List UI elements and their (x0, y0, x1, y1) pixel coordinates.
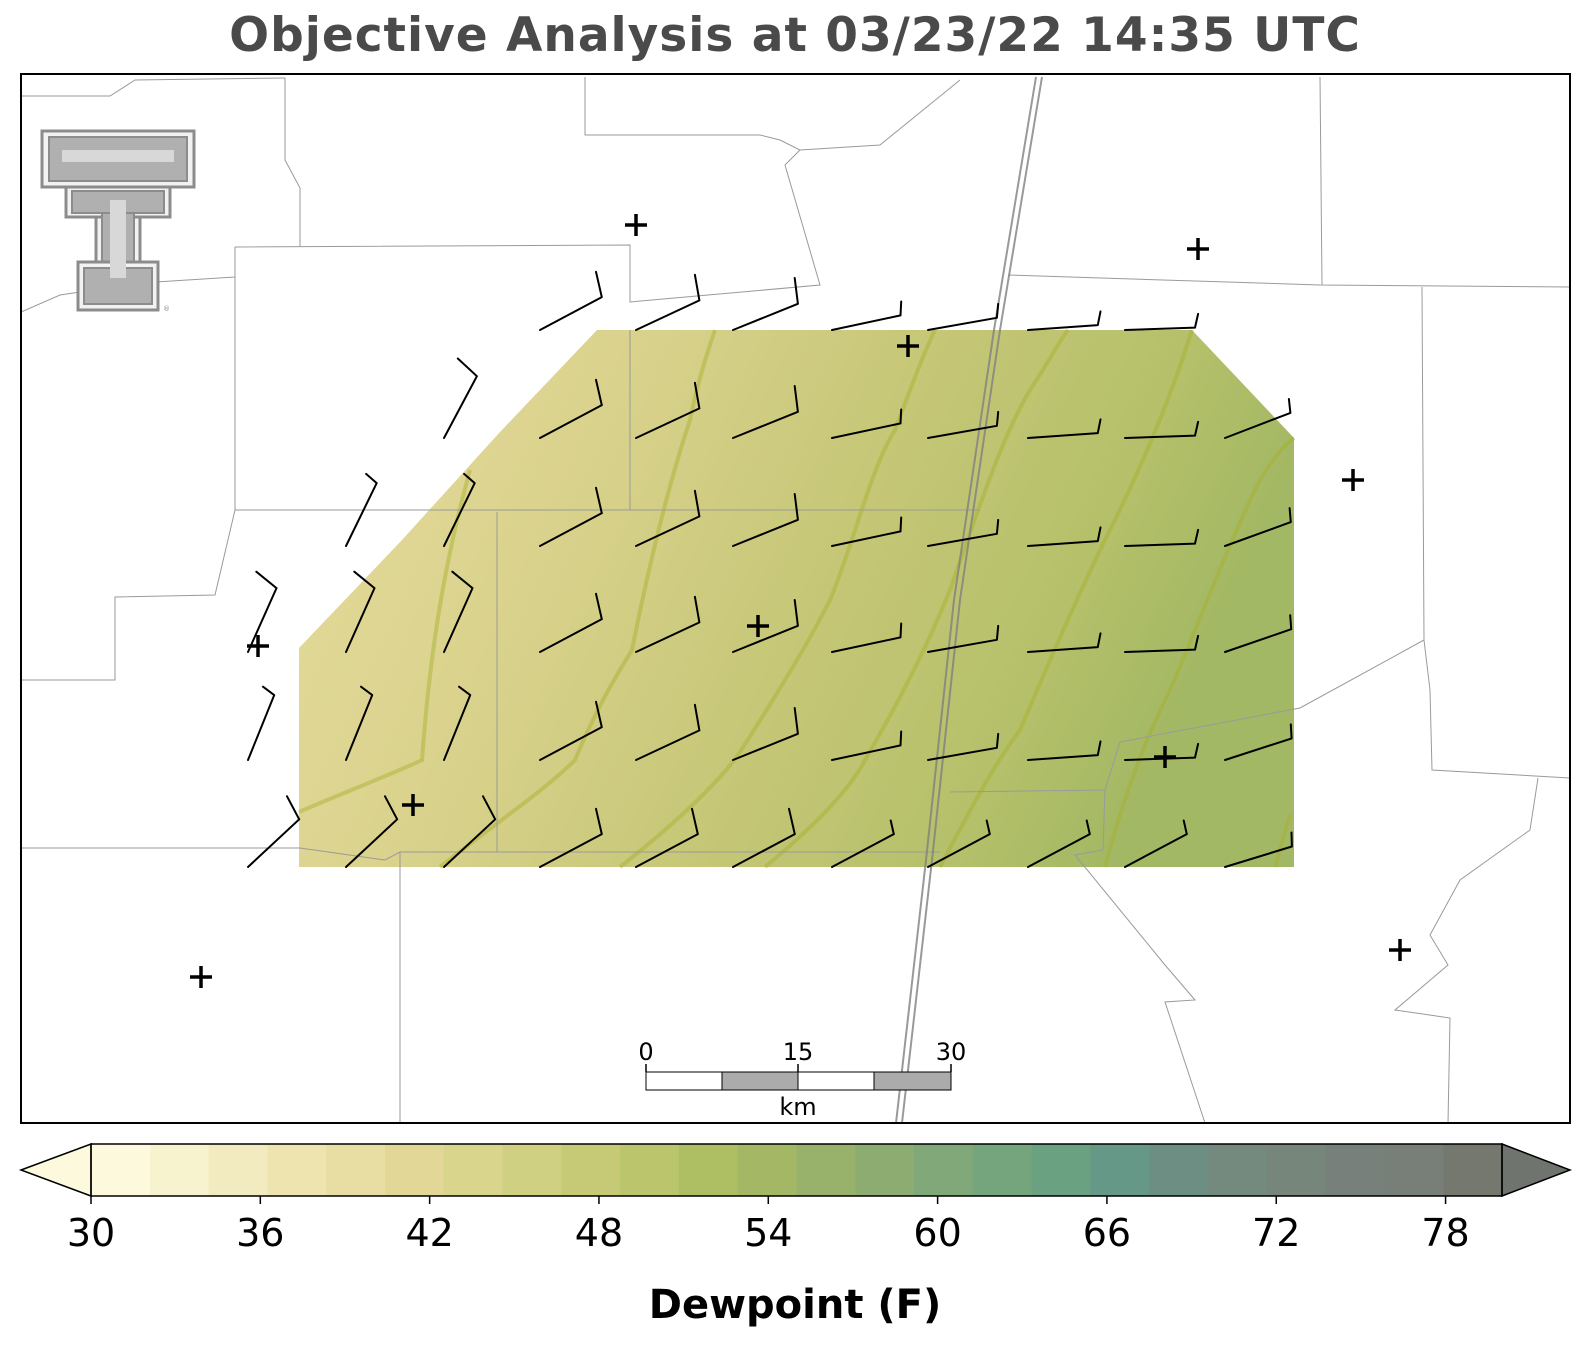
wind-barb-icon (539, 378, 603, 439)
texas-tech-double-t-logo-icon: ® (40, 129, 196, 313)
wind-barb-icon (1124, 420, 1200, 439)
wind-barb-icon (927, 624, 1000, 653)
plus-icon (897, 335, 919, 357)
wind-barb-icon (1027, 632, 1102, 653)
wind-barb-icon (1124, 819, 1188, 868)
plus-icon (747, 615, 769, 637)
wind-barb-icon (635, 489, 701, 547)
wind-barb-icon (247, 570, 278, 653)
wind-barb-icon (1124, 634, 1200, 653)
wind-barb-icon (927, 819, 991, 868)
plus-icon (1187, 238, 1209, 260)
wind-barb-icon (732, 599, 799, 653)
wind-barb-icon (247, 685, 276, 761)
wind-barb-icon (831, 819, 895, 868)
dewpoint-contours (298, 328, 1296, 869)
wind-barb-icon (732, 707, 799, 761)
plus-icon (625, 214, 647, 236)
wind-barb-icon (1224, 398, 1292, 439)
wind-barb-icon (539, 807, 603, 868)
wind-barb-icon (831, 300, 903, 331)
scale-unit: km (779, 1093, 816, 1121)
wind-barb-icon (1224, 614, 1293, 653)
scale-bar: 0 15 30 km (638, 1038, 966, 1121)
wind-barb-icon (732, 277, 799, 331)
wind-barb-icon (345, 472, 378, 547)
wind-barb-icon (443, 795, 497, 868)
wind-barb-icon (443, 357, 478, 439)
plus-icon (1154, 746, 1176, 768)
wind-barb-icon (345, 685, 374, 761)
plus-icon (402, 794, 424, 816)
wind-barb-icon (443, 472, 476, 547)
wind-barb-icon (831, 622, 903, 653)
map-title: Objective Analysis at 03/23/22 14:35 UTC (229, 8, 1361, 63)
station-markers (190, 214, 1411, 988)
highway (895, 76, 1043, 1123)
wind-barb-icon (1027, 526, 1102, 547)
wind-barb-icon (635, 703, 701, 761)
scale-label-15: 15 (783, 1038, 814, 1066)
wind-barb-icon (1124, 312, 1200, 331)
wind-barb-icon (1224, 507, 1292, 547)
wind-barb-icon (539, 592, 603, 653)
plus-icon (1342, 469, 1364, 491)
wind-barb-icon (732, 807, 796, 868)
map-frame (20, 73, 1571, 1124)
wind-barb-icon (732, 385, 799, 439)
wind-barb-icon (539, 270, 603, 331)
plus-icon (1389, 939, 1411, 961)
wind-barb-icon (831, 516, 903, 547)
wind-barb-icon (635, 381, 701, 439)
wind-barb-icon (831, 730, 903, 761)
wind-barb-icon (927, 518, 1000, 547)
wind-barb-icon (443, 570, 474, 653)
scale-label-0: 0 (638, 1038, 653, 1066)
plus-icon (190, 966, 212, 988)
wind-barb-icon (635, 595, 701, 653)
wind-barb-icon (1027, 310, 1102, 331)
wind-barb-icon (635, 273, 701, 331)
scale-label-30: 30 (936, 1038, 967, 1066)
wind-barb-icon (927, 410, 1000, 439)
wind-barb-icon (1027, 740, 1102, 761)
wind-barb-icon (345, 570, 376, 653)
wind-barb-icon (1027, 418, 1102, 439)
wind-barb-icon (539, 486, 603, 547)
wind-barb-icon (1224, 723, 1293, 761)
wind-barb-icon (247, 795, 301, 868)
wind-barb-icon (831, 408, 903, 439)
colorbar-label: Dewpoint (F) (648, 1282, 942, 1328)
wind-barb-icon (539, 700, 603, 761)
wind-barb-icon (443, 685, 472, 761)
wind-barb-icon (1027, 819, 1091, 868)
dewpoint-field (299, 330, 1294, 867)
wind-barb-icon (732, 493, 799, 547)
wind-barb-icon (1224, 831, 1293, 868)
wind-barbs (247, 270, 1293, 868)
wind-barb-icon (1124, 742, 1200, 761)
wind-barb-icon (927, 302, 1000, 331)
wind-barb-icon (927, 732, 1000, 761)
wind-barb-icon (1124, 528, 1200, 547)
svg-text:®: ® (163, 305, 170, 313)
wind-barb-icon (635, 807, 699, 868)
wind-barb-icon (345, 795, 399, 868)
